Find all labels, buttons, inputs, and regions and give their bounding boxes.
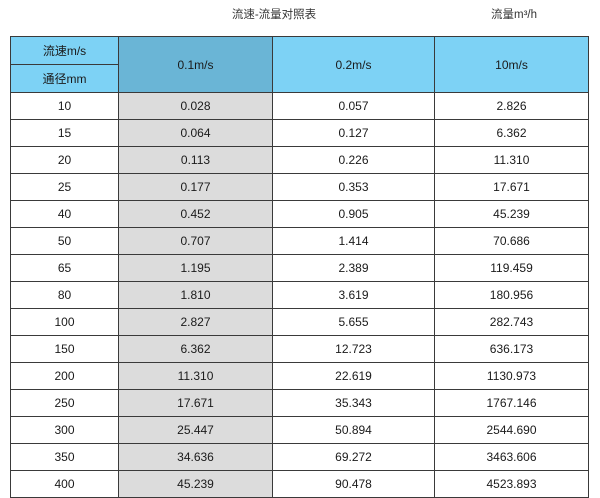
cell-diameter: 15 — [10, 119, 119, 147]
cell-flow-2: 282.743 — [434, 308, 589, 336]
cell-flow-2: 70.686 — [434, 227, 589, 255]
caption-strip: 流速-流量对照表 流量m³/h — [0, 0, 600, 36]
cell-flow-0: 6.362 — [118, 335, 273, 363]
cell-diameter: 100 — [10, 308, 119, 336]
table-row: 200 11.310 22.619 1130.973 — [10, 362, 589, 390]
cell-flow-1: 12.723 — [272, 335, 435, 363]
cell-flow-2: 45.239 — [434, 200, 589, 228]
cell-flow-0: 17.671 — [118, 389, 273, 417]
cell-flow-2: 11.310 — [434, 146, 589, 174]
table-row: 400 45.239 90.478 4523.893 — [10, 470, 589, 498]
cell-flow-0: 0.707 — [118, 227, 273, 255]
cell-diameter: 25 — [10, 173, 119, 201]
table-row: 150 6.362 12.723 636.173 — [10, 335, 589, 363]
cell-flow-1: 90.478 — [272, 470, 435, 498]
cell-diameter: 150 — [10, 335, 119, 363]
cell-flow-0: 25.447 — [118, 416, 273, 444]
table-title: 流速-流量对照表 — [231, 9, 317, 21]
cell-flow-2: 6.362 — [434, 119, 589, 147]
cell-flow-0: 34.636 — [118, 443, 273, 471]
cell-diameter: 200 — [10, 362, 119, 390]
cell-flow-1: 1.414 — [272, 227, 435, 255]
flow-velocity-table: 流速m/s 0.1m/s 0.2m/s 10m/s 通径mm 10 0.028 … — [10, 36, 589, 498]
cell-flow-2: 4523.893 — [434, 470, 589, 498]
cell-flow-1: 0.353 — [272, 173, 435, 201]
cell-flow-2: 119.459 — [434, 254, 589, 282]
cell-diameter: 10 — [10, 92, 119, 120]
cell-flow-0: 0.452 — [118, 200, 273, 228]
cell-flow-1: 0.905 — [272, 200, 435, 228]
cell-flow-0: 1.810 — [118, 281, 273, 309]
cell-flow-1: 0.226 — [272, 146, 435, 174]
cell-flow-1: 69.272 — [272, 443, 435, 471]
cell-flow-2: 2544.690 — [434, 416, 589, 444]
table-row: 10 0.028 0.057 2.826 — [10, 92, 589, 120]
cell-flow-0: 45.239 — [118, 470, 273, 498]
flow-table-body: 流速m/s 0.1m/s 0.2m/s 10m/s 通径mm 10 0.028 … — [10, 36, 589, 498]
table-row: 25 0.177 0.353 17.671 — [10, 173, 589, 201]
cell-flow-2: 636.173 — [434, 335, 589, 363]
cell-flow-0: 1.195 — [118, 254, 273, 282]
cell-flow-2: 1767.146 — [434, 389, 589, 417]
cell-flow-2: 2.826 — [434, 92, 589, 120]
flow-unit-label: 流量m³/h — [491, 9, 537, 21]
cell-flow-1: 22.619 — [272, 362, 435, 390]
cell-flow-0: 0.177 — [118, 173, 273, 201]
flow-table-wrapper: 流速m/s 0.1m/s 0.2m/s 10m/s 通径mm 10 0.028 … — [10, 36, 589, 498]
cell-flow-2: 17.671 — [434, 173, 589, 201]
cell-flow-1: 50.894 — [272, 416, 435, 444]
table-row: 100 2.827 5.655 282.743 — [10, 308, 589, 336]
table-row: 50 0.707 1.414 70.686 — [10, 227, 589, 255]
cell-diameter: 250 — [10, 389, 119, 417]
cell-diameter: 50 — [10, 227, 119, 255]
table-row: 300 25.447 50.894 2544.690 — [10, 416, 589, 444]
cell-flow-0: 0.028 — [118, 92, 273, 120]
cell-diameter: 300 — [10, 416, 119, 444]
cell-flow-2: 1130.973 — [434, 362, 589, 390]
table-row: 80 1.810 3.619 180.956 — [10, 281, 589, 309]
cell-flow-1: 5.655 — [272, 308, 435, 336]
cell-flow-1: 0.127 — [272, 119, 435, 147]
header-row-top: 流速m/s 0.1m/s 0.2m/s 10m/s — [10, 36, 589, 93]
table-row: 40 0.452 0.905 45.239 — [10, 200, 589, 228]
cell-flow-2: 180.956 — [434, 281, 589, 309]
column-header-1: 0.2m/s — [272, 36, 435, 93]
cell-diameter: 20 — [10, 146, 119, 174]
cell-flow-0: 0.113 — [118, 146, 273, 174]
cell-diameter: 350 — [10, 443, 119, 471]
cell-flow-0: 2.827 — [118, 308, 273, 336]
cell-flow-1: 2.389 — [272, 254, 435, 282]
header-row-bottom: 通径mm — [10, 64, 589, 93]
cell-flow-0: 11.310 — [118, 362, 273, 390]
column-header-0: 0.1m/s — [118, 36, 273, 93]
corner-header-velocity-label: 流速m/s — [10, 36, 119, 65]
table-row: 20 0.113 0.226 11.310 — [10, 146, 589, 174]
corner-header-diameter-label: 通径mm — [10, 64, 119, 93]
cell-diameter: 400 — [10, 470, 119, 498]
cell-flow-0: 0.064 — [118, 119, 273, 147]
table-row: 65 1.195 2.389 119.459 — [10, 254, 589, 282]
cell-flow-2: 3463.606 — [434, 443, 589, 471]
cell-diameter: 40 — [10, 200, 119, 228]
cell-flow-1: 0.057 — [272, 92, 435, 120]
table-row: 350 34.636 69.272 3463.606 — [10, 443, 589, 471]
cell-diameter: 65 — [10, 254, 119, 282]
cell-flow-1: 35.343 — [272, 389, 435, 417]
cell-diameter: 80 — [10, 281, 119, 309]
table-row: 250 17.671 35.343 1767.146 — [10, 389, 589, 417]
column-header-2: 10m/s — [434, 36, 589, 93]
table-row: 15 0.064 0.127 6.362 — [10, 119, 589, 147]
cell-flow-1: 3.619 — [272, 281, 435, 309]
